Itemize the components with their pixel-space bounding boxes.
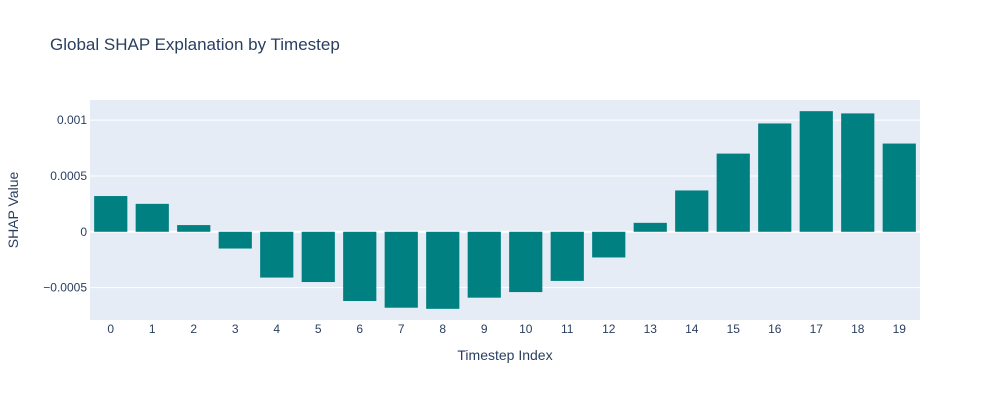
x-tick-label: 0 bbox=[107, 322, 114, 336]
bar-0[interactable] bbox=[94, 196, 128, 232]
x-tick-labels: 0 1 2 3 4 5 6 7 8 9 10 11 12 13 14 15 16 17 18 19 bbox=[107, 322, 906, 336]
x-tick-label: 14 bbox=[685, 322, 699, 336]
x-tick-label: 18 bbox=[851, 322, 865, 336]
chart-title: Global SHAP Explanation by Timestep bbox=[50, 35, 340, 54]
x-tick-label: 7 bbox=[398, 322, 405, 336]
bar-7[interactable] bbox=[384, 231, 418, 308]
x-tick-label: 4 bbox=[273, 322, 280, 336]
x-tick-label: 6 bbox=[356, 322, 363, 336]
bar-16[interactable] bbox=[758, 123, 792, 232]
x-axis-title: Timestep Index bbox=[457, 347, 552, 363]
bar-18[interactable] bbox=[841, 113, 875, 232]
bar-11[interactable] bbox=[550, 231, 584, 281]
x-tick-label: 5 bbox=[315, 322, 322, 336]
x-tick-label: 16 bbox=[768, 322, 782, 336]
x-tick-label: 9 bbox=[481, 322, 488, 336]
x-tick-label: 15 bbox=[727, 322, 741, 336]
bar-17[interactable] bbox=[799, 111, 833, 232]
x-tick-label: 12 bbox=[602, 322, 616, 336]
y-tick-label: 0 bbox=[80, 225, 87, 239]
y-tick-label: −0.0005 bbox=[43, 281, 87, 295]
bar-5[interactable] bbox=[301, 231, 335, 283]
bars bbox=[94, 111, 916, 309]
bar-1[interactable] bbox=[135, 203, 169, 232]
y-tick-labels: −0.0005 0 0.0005 0.001 bbox=[43, 113, 87, 295]
x-tick-label: 13 bbox=[644, 322, 658, 336]
y-tick-label: 0.001 bbox=[57, 113, 87, 127]
y-tick-label: 0.0005 bbox=[50, 169, 87, 183]
x-tick-label: 10 bbox=[519, 322, 533, 336]
bar-15[interactable] bbox=[716, 153, 750, 232]
bar-12[interactable] bbox=[592, 231, 626, 258]
x-tick-label: 19 bbox=[893, 322, 907, 336]
x-tick-label: 11 bbox=[561, 322, 574, 336]
x-tick-label: 8 bbox=[439, 322, 446, 336]
plot-area bbox=[90, 100, 920, 320]
bar-2[interactable] bbox=[177, 225, 211, 232]
x-tick-label: 2 bbox=[190, 322, 197, 336]
bar-13[interactable] bbox=[633, 222, 667, 232]
bar-8[interactable] bbox=[426, 231, 460, 309]
bar-6[interactable] bbox=[343, 231, 377, 302]
bar-4[interactable] bbox=[260, 231, 294, 278]
bar-14[interactable] bbox=[675, 190, 709, 232]
bar-9[interactable] bbox=[467, 231, 501, 298]
x-tick-label: 17 bbox=[810, 322, 824, 336]
x-tick-label: 1 bbox=[149, 322, 156, 336]
bar-10[interactable] bbox=[509, 231, 543, 293]
bar-3[interactable] bbox=[218, 231, 252, 249]
x-tick-label: 3 bbox=[232, 322, 239, 336]
bar-19[interactable] bbox=[882, 143, 916, 232]
y-axis-title: SHAP Value bbox=[5, 172, 21, 249]
